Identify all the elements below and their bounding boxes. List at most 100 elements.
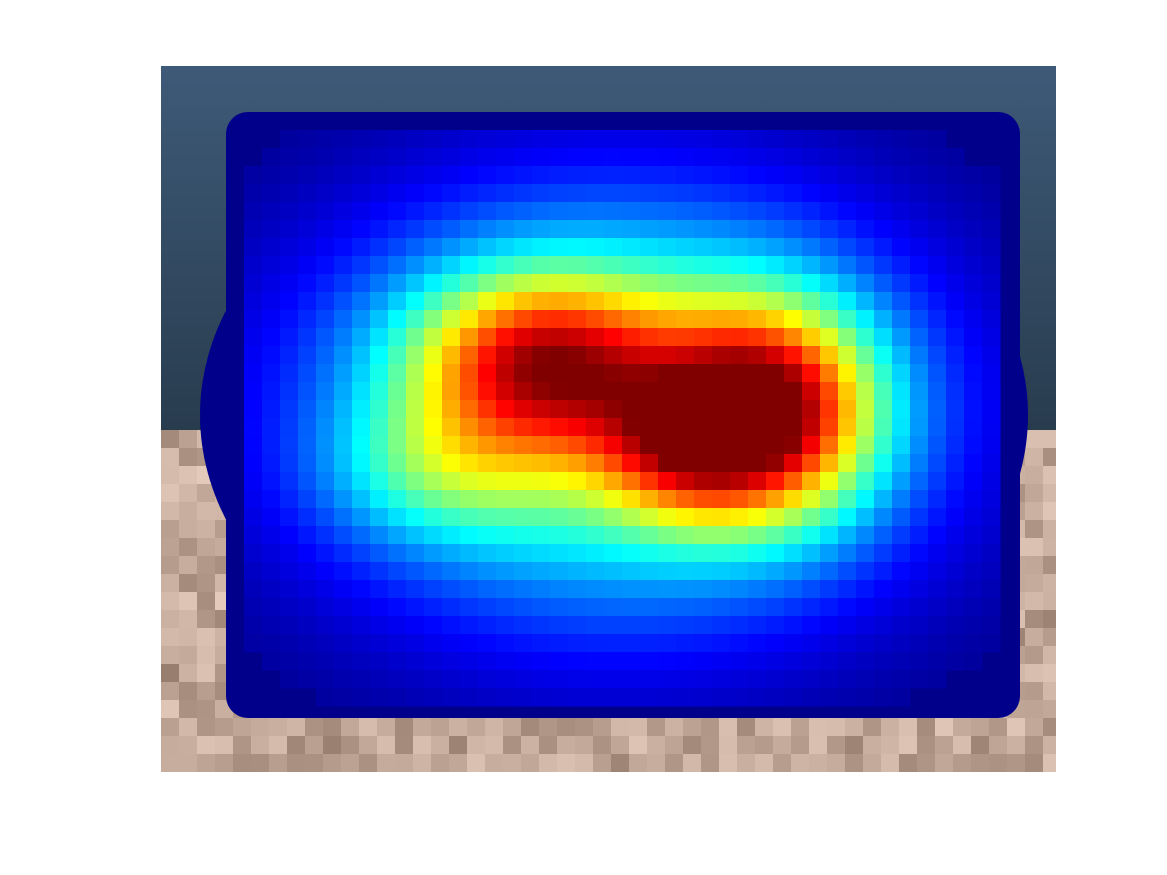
heat-cell bbox=[910, 526, 929, 545]
heat-cell bbox=[676, 166, 695, 185]
heat-cell bbox=[424, 166, 443, 185]
heat-cell bbox=[316, 202, 335, 221]
heat-cell bbox=[532, 436, 551, 455]
heat-cell bbox=[730, 580, 749, 599]
heat-cell bbox=[856, 508, 875, 527]
heat-cell bbox=[784, 616, 803, 635]
heat-cell bbox=[514, 490, 533, 509]
heat-cell bbox=[532, 166, 551, 185]
heat-cell bbox=[298, 274, 317, 293]
heat-cell bbox=[568, 256, 587, 275]
heat-cell bbox=[766, 688, 785, 707]
heat-cell bbox=[892, 310, 911, 329]
heat-cell bbox=[316, 454, 335, 473]
heat-cell bbox=[550, 688, 569, 707]
heat-cell bbox=[802, 364, 821, 383]
heat-cell bbox=[730, 418, 749, 437]
floor-pixel bbox=[197, 538, 215, 556]
floor-pixel bbox=[1043, 628, 1056, 646]
heat-cell bbox=[244, 256, 263, 275]
heat-cell bbox=[604, 670, 623, 689]
heat-cell bbox=[388, 166, 407, 185]
heat-cell bbox=[316, 238, 335, 257]
heat-cell bbox=[442, 526, 461, 545]
heat-cell bbox=[424, 472, 443, 491]
heat-cell bbox=[298, 202, 317, 221]
floor-pixel bbox=[791, 736, 809, 754]
heat-cell bbox=[442, 490, 461, 509]
heat-cell bbox=[784, 472, 803, 491]
heat-cell bbox=[586, 634, 605, 653]
heat-cell bbox=[442, 292, 461, 311]
heat-cell bbox=[838, 166, 857, 185]
heat-cell bbox=[298, 346, 317, 365]
heat-cell bbox=[586, 508, 605, 527]
heat-cell bbox=[748, 490, 767, 509]
heat-cell bbox=[712, 526, 731, 545]
heat-cell bbox=[658, 670, 677, 689]
heat-cell bbox=[424, 562, 443, 581]
heat-cell bbox=[334, 274, 353, 293]
heat-cell bbox=[676, 202, 695, 221]
floor-pixel bbox=[1043, 700, 1056, 718]
heat-cell bbox=[604, 418, 623, 437]
heat-cell bbox=[820, 454, 839, 473]
floor-pixel bbox=[197, 484, 215, 502]
heat-cell bbox=[784, 580, 803, 599]
heat-cell bbox=[550, 310, 569, 329]
heat-cell bbox=[334, 382, 353, 401]
heat-cell bbox=[928, 256, 947, 275]
floor-pixel bbox=[935, 754, 953, 772]
heat-cell bbox=[568, 652, 587, 671]
heat-cell bbox=[262, 400, 281, 419]
heat-cell bbox=[514, 562, 533, 581]
heat-cell bbox=[874, 382, 893, 401]
heat-cell bbox=[802, 346, 821, 365]
heat-cell bbox=[262, 184, 281, 203]
heat-cell bbox=[532, 130, 551, 149]
heat-cell bbox=[802, 616, 821, 635]
heat-cell bbox=[928, 580, 947, 599]
heat-cell bbox=[406, 238, 425, 257]
heat-cell bbox=[388, 346, 407, 365]
heat-cell bbox=[262, 364, 281, 383]
heat-cell bbox=[496, 616, 515, 635]
heat-cell bbox=[478, 616, 497, 635]
heat-cell bbox=[874, 328, 893, 347]
heat-cell bbox=[388, 670, 407, 689]
heat-cell bbox=[280, 616, 299, 635]
floor-pixel bbox=[503, 736, 521, 754]
heat-cell bbox=[802, 202, 821, 221]
heat-cell bbox=[244, 472, 263, 491]
heat-cell bbox=[892, 472, 911, 491]
heat-cell bbox=[874, 130, 893, 149]
heat-cell bbox=[568, 688, 587, 707]
heat-cell bbox=[334, 310, 353, 329]
heat-cell bbox=[676, 220, 695, 239]
heat-cell bbox=[730, 184, 749, 203]
heat-cell bbox=[586, 382, 605, 401]
heat-cell bbox=[784, 364, 803, 383]
heat-cell bbox=[334, 418, 353, 437]
heat-cell bbox=[406, 508, 425, 527]
heat-cell bbox=[334, 202, 353, 221]
heat-cell bbox=[262, 256, 281, 275]
heat-cell bbox=[460, 328, 479, 347]
heat-cell bbox=[550, 508, 569, 527]
heat-cell bbox=[748, 130, 767, 149]
heat-cell bbox=[748, 328, 767, 347]
heat-cell bbox=[694, 544, 713, 563]
heat-cell bbox=[280, 400, 299, 419]
heat-cell bbox=[766, 544, 785, 563]
heat-cell bbox=[568, 184, 587, 203]
heat-cell bbox=[820, 508, 839, 527]
heat-cell bbox=[874, 652, 893, 671]
heat-cell bbox=[874, 580, 893, 599]
heat-cell bbox=[964, 562, 983, 581]
floor-pixel bbox=[503, 718, 521, 736]
heat-cell bbox=[568, 166, 587, 185]
heat-cell bbox=[658, 364, 677, 383]
floor-pixel bbox=[665, 736, 683, 754]
heat-cell bbox=[766, 310, 785, 329]
floor-pixel bbox=[395, 754, 413, 772]
